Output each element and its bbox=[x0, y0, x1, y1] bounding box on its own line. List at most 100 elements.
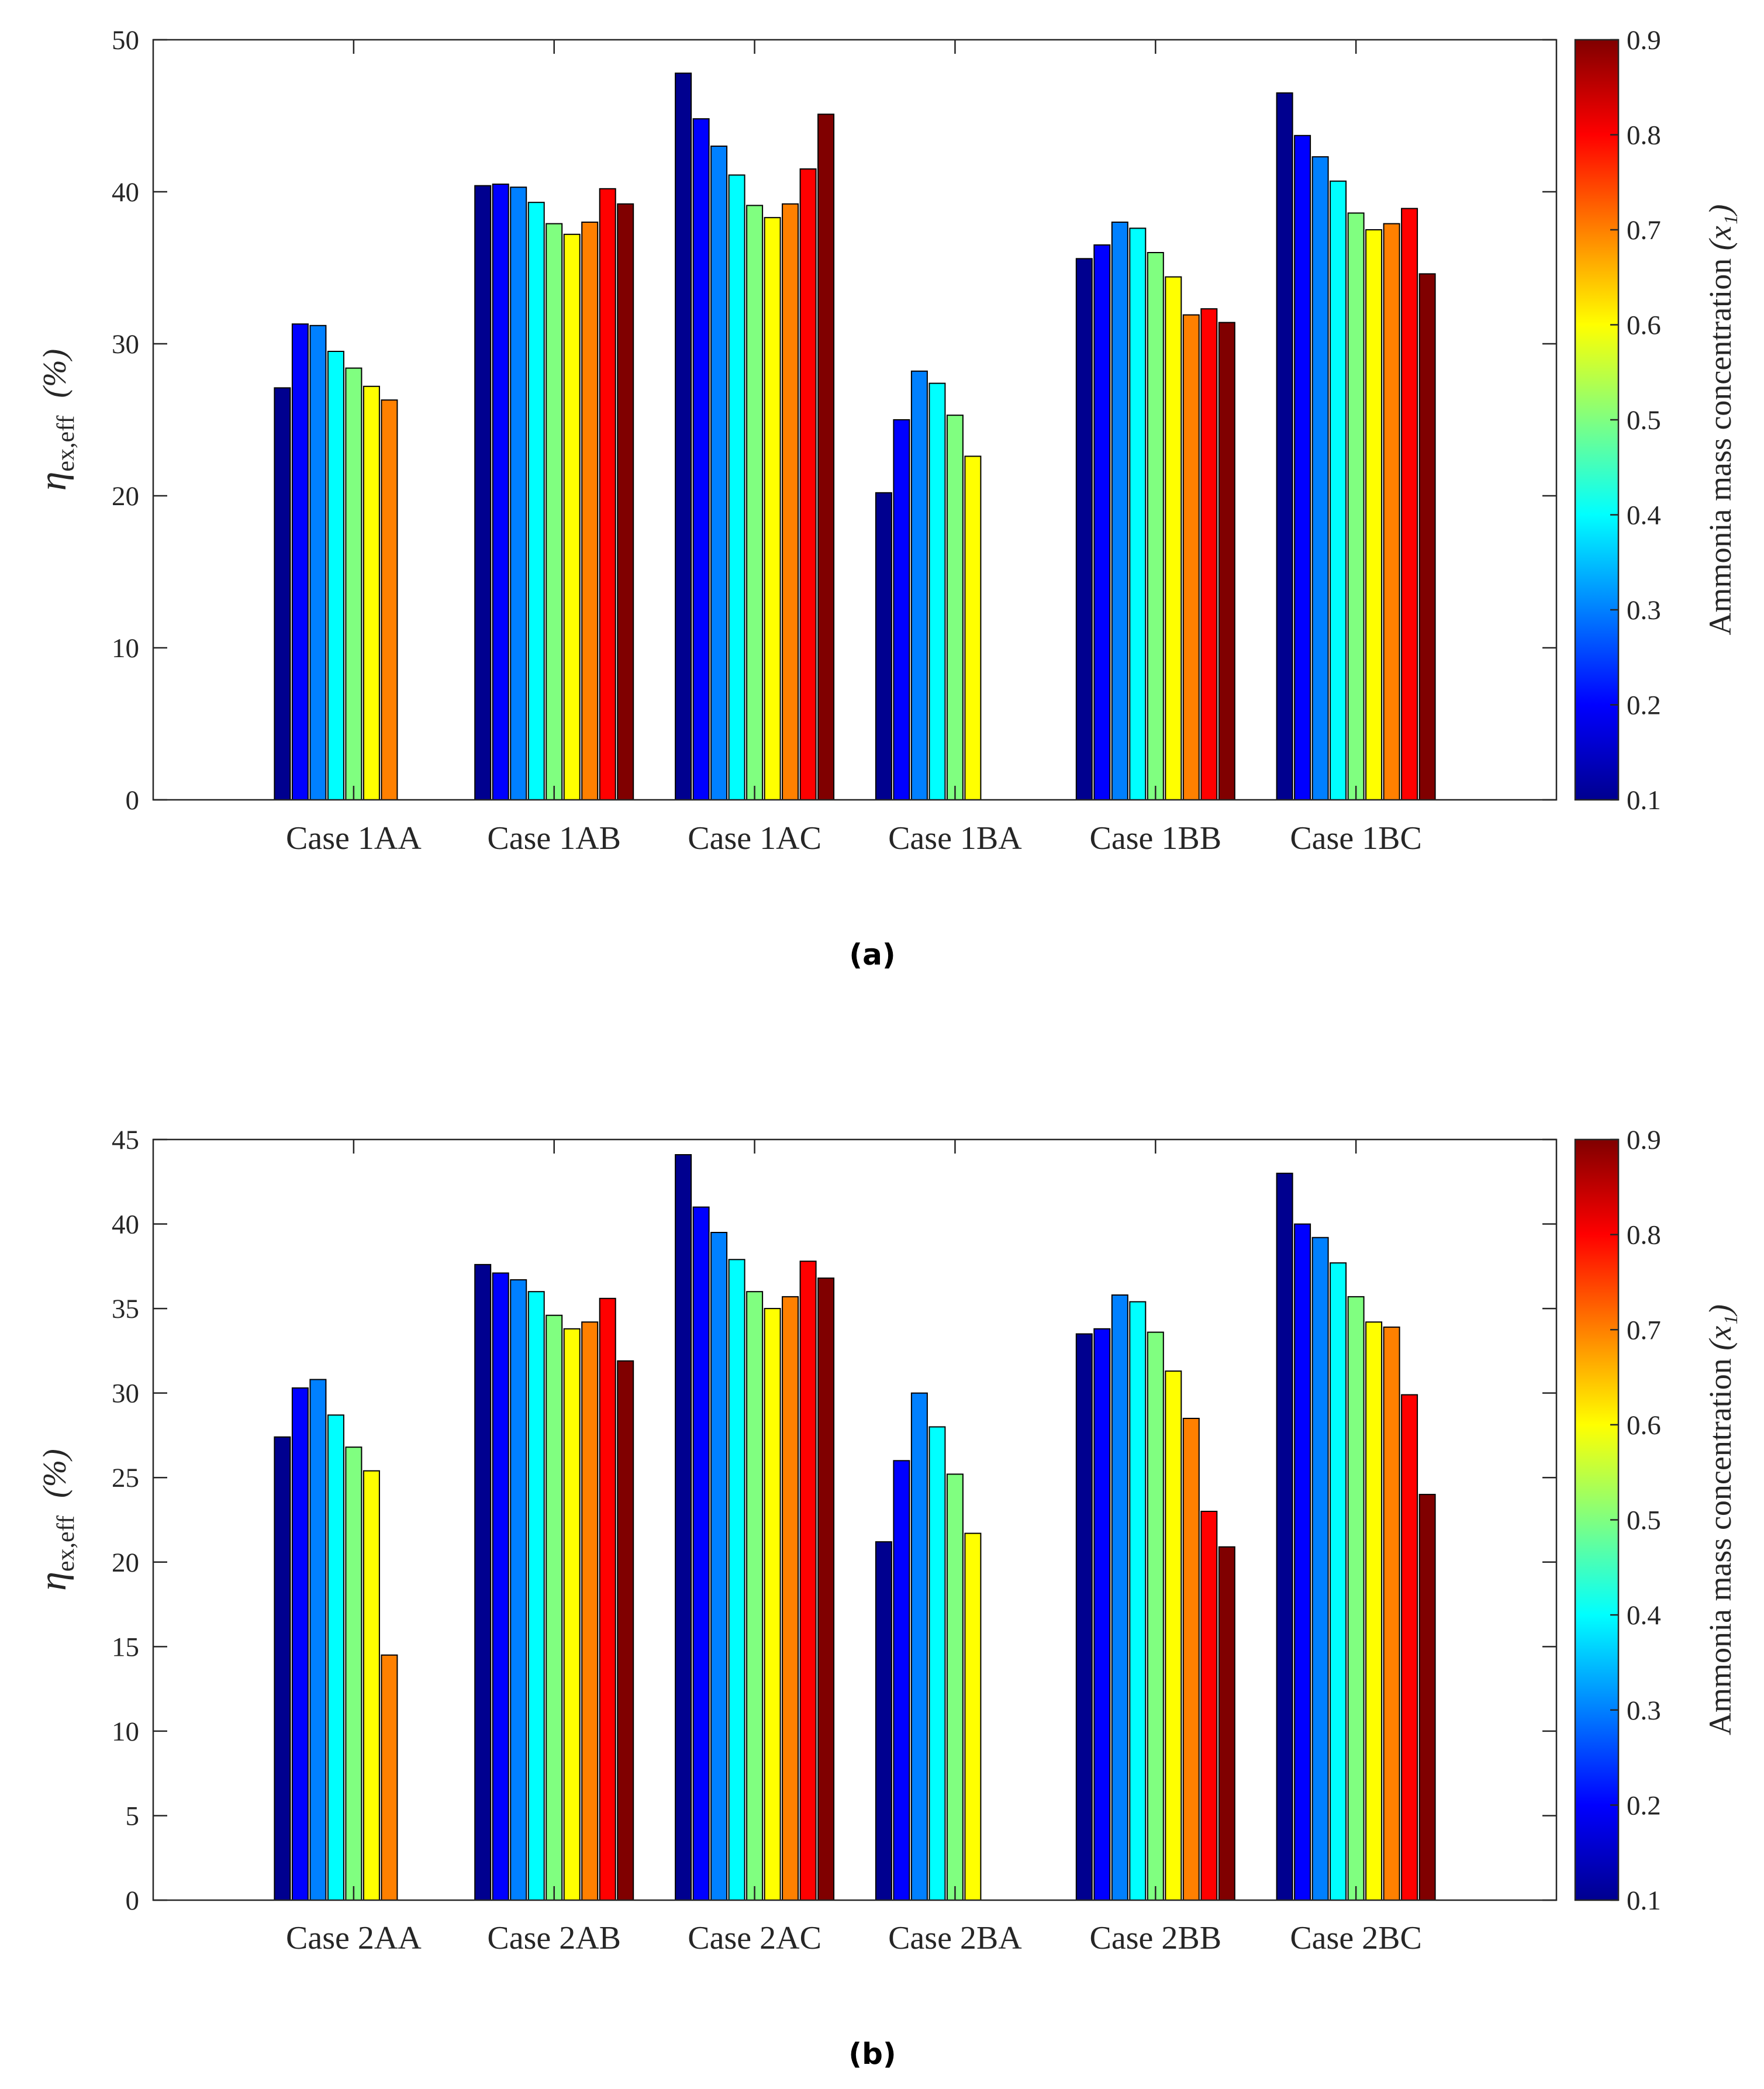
bar-case-2bc-s1 bbox=[1276, 1172, 1293, 1901]
bar-case-1ba-s2 bbox=[893, 419, 910, 800]
bar-case-2ab-s8 bbox=[599, 1297, 616, 1901]
bar-case-2ab-s5 bbox=[546, 1314, 563, 1901]
subfigure-label: (b) bbox=[848, 2037, 896, 2071]
bar-case-1bc-s5 bbox=[1347, 212, 1365, 800]
bar-case-1bc-s1 bbox=[1276, 92, 1293, 800]
bar-case-2aa-s1 bbox=[274, 1436, 291, 1901]
bar-case-1ba-s1 bbox=[875, 492, 892, 800]
y-axis-unit: (%) bbox=[37, 349, 73, 398]
bar-case-1aa-s5 bbox=[345, 367, 363, 800]
colorbar-tick-label: 0.2 bbox=[1627, 690, 1661, 721]
bar-case-1ac-s6 bbox=[764, 217, 781, 800]
y-tick-label: 40 bbox=[112, 177, 139, 208]
bar-case-1ba-s3 bbox=[910, 370, 928, 800]
category-label: Case 1BC bbox=[1290, 820, 1422, 857]
bar-case-1ab-s7 bbox=[581, 222, 599, 800]
colorbar-tick-label: 0.7 bbox=[1627, 1315, 1661, 1345]
bar-case-1ac-s4 bbox=[728, 174, 745, 800]
colorbar-tick-label: 0.5 bbox=[1627, 405, 1661, 436]
bar-case-2bc-s6 bbox=[1365, 1321, 1383, 1901]
bar-case-2bc-s3 bbox=[1311, 1237, 1329, 1901]
bar-case-2ab-s1 bbox=[474, 1263, 492, 1901]
bar-case-2bb-s7 bbox=[1182, 1418, 1200, 1901]
bar-case-2ac-s5 bbox=[746, 1291, 764, 1901]
bar-case-1bb-s2 bbox=[1093, 244, 1111, 800]
bar-case-1ab-s3 bbox=[510, 187, 527, 801]
bar-case-1aa-s4 bbox=[327, 351, 344, 800]
colorbar-tick-label: 0.6 bbox=[1627, 1410, 1661, 1441]
colorbar-tick-label: 0.2 bbox=[1627, 1790, 1661, 1821]
bar-case-2ab-s6 bbox=[563, 1328, 581, 1901]
bar-case-2bb-s9 bbox=[1218, 1546, 1235, 1901]
chart-panel-a: Case 1AA Case 1AB Case 1AC Case 1BA Case 1BB… bbox=[32, 25, 1738, 972]
colorbar-tick-label: 0.7 bbox=[1627, 215, 1661, 246]
bar-case-1ab-s2 bbox=[492, 184, 509, 800]
y-tick-label: 20 bbox=[112, 1548, 139, 1578]
bar-case-2ac-s2 bbox=[692, 1206, 710, 1901]
colorbar-tick-label: 0.8 bbox=[1627, 120, 1661, 151]
colorbar-title: Ammonia mass concentration (x₁) bbox=[1703, 1304, 1738, 1735]
y-tick-label: 20 bbox=[112, 481, 139, 512]
bar-case-2aa-s6 bbox=[363, 1470, 380, 1901]
colorbar-tick-label: 0.9 bbox=[1627, 1125, 1661, 1155]
y-tick-label: 35 bbox=[112, 1294, 139, 1324]
bar-case-1ac-s8 bbox=[799, 168, 817, 800]
category-label: Case 2AB bbox=[487, 1920, 621, 1956]
bar-case-2ac-s1 bbox=[675, 1154, 692, 1901]
y-axis-symbol: η bbox=[32, 472, 74, 491]
bar-case-2bb-s4 bbox=[1129, 1301, 1147, 1901]
category-label: Case 2BC bbox=[1290, 1920, 1422, 1956]
bar-case-2bb-s8 bbox=[1200, 1511, 1218, 1901]
bar-case-2ba-s4 bbox=[928, 1426, 946, 1901]
bar-case-1bb-s5 bbox=[1147, 252, 1164, 800]
y-tick-label: 10 bbox=[112, 1717, 139, 1747]
y-axis-title: ηex,eff (%) bbox=[32, 1449, 80, 1591]
y-tick-label: 0 bbox=[126, 1886, 140, 1916]
bar-case-2ab-s3 bbox=[510, 1279, 527, 1901]
bar-case-1bc-s9 bbox=[1418, 273, 1436, 800]
category-label: Case 2BB bbox=[1090, 1920, 1222, 1956]
colorbar-tick-label: 0.8 bbox=[1627, 1220, 1661, 1251]
bar-case-2aa-s2 bbox=[291, 1387, 309, 1901]
bar-case-1bc-s2 bbox=[1294, 134, 1311, 800]
subfigure-label: (a) bbox=[849, 938, 895, 972]
bar-case-1ba-s4 bbox=[928, 382, 946, 800]
colorbar-tick-label: 0.4 bbox=[1627, 1600, 1661, 1631]
colorbar-tick-label: 0.6 bbox=[1627, 310, 1661, 341]
bar-case-2bb-s5 bbox=[1147, 1331, 1164, 1901]
y-axis-title: ηex,eff (%) bbox=[32, 349, 80, 491]
y-axis-subscript: ex,eff bbox=[53, 416, 80, 472]
figure-panels: Case 1AA Case 1AB Case 1AC Case 1BA Case 1BB… bbox=[32, 25, 1738, 2071]
bar-case-1ac-s5 bbox=[746, 205, 764, 800]
category-label: Case 1BB bbox=[1090, 820, 1222, 857]
y-tick-label: 10 bbox=[112, 633, 139, 664]
y-tick-label: 30 bbox=[112, 329, 139, 360]
category-label: Case 1AC bbox=[688, 820, 821, 857]
bar-case-2ab-s2 bbox=[492, 1272, 509, 1901]
bar-case-1aa-s7 bbox=[381, 399, 398, 800]
bar-case-2aa-s7 bbox=[381, 1654, 398, 1901]
bar-case-1bc-s6 bbox=[1365, 229, 1383, 800]
category-label: Case 1BA bbox=[888, 820, 1022, 857]
bar-case-1bb-s6 bbox=[1165, 276, 1182, 801]
colorbar-tick-label: 0.3 bbox=[1627, 1696, 1661, 1726]
bar-case-2bc-s9 bbox=[1418, 1494, 1436, 1901]
bar-case-2ac-s3 bbox=[710, 1232, 728, 1901]
bar-case-1ba-s6 bbox=[964, 455, 982, 800]
colorbar-title-text: Ammonia mass concentration bbox=[1703, 250, 1738, 635]
bar-case-2bc-s7 bbox=[1383, 1326, 1400, 1901]
plot-frame bbox=[152, 39, 1558, 801]
bar-case-2ab-s9 bbox=[617, 1360, 634, 1901]
colorbar-title-text: Ammonia mass concentration bbox=[1703, 1351, 1738, 1735]
chart-panel-b: Case 2AA Case 2AB Case 2AC Case 2BA Case 2BB… bbox=[32, 1125, 1738, 2071]
bar-case-1ab-s4 bbox=[527, 202, 545, 800]
bar-case-1bc-s8 bbox=[1401, 208, 1418, 801]
bar-case-2ac-s9 bbox=[817, 1277, 835, 1901]
bar-case-2bc-s8 bbox=[1401, 1394, 1418, 1901]
colorbar-title: Ammonia mass concentration (x₁) bbox=[1703, 204, 1738, 635]
colorbar-tick-label: 0.4 bbox=[1627, 500, 1661, 531]
bar-case-2bb-s1 bbox=[1075, 1333, 1093, 1901]
bar-case-1ac-s1 bbox=[675, 72, 692, 801]
bar-case-2bc-s2 bbox=[1294, 1223, 1311, 1901]
